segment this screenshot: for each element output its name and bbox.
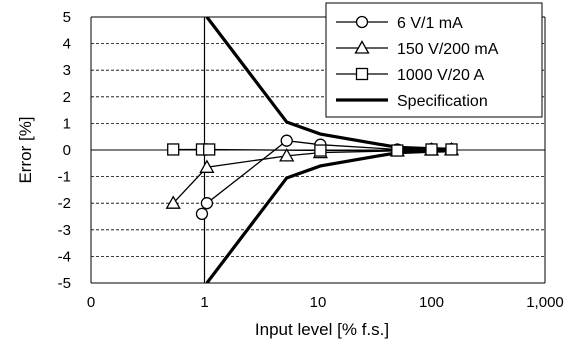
- 6-v-1-ma-point: [200, 197, 214, 210]
- y-tick-label: -3: [58, 222, 71, 239]
- 1000-v-20-a-point: [391, 144, 404, 157]
- 150-v-200-ma-point: [199, 159, 215, 173]
- 6-v-1-ma-point: [195, 207, 209, 220]
- y-tick-labels: -5 -4 -3 -2 -1 0 1 2 3 4 5: [58, 9, 71, 292]
- 1000-v-20-a-point: [203, 143, 216, 156]
- y-tick-label: 3: [63, 62, 71, 79]
- y-tick-label: 1: [63, 115, 71, 132]
- gridlines: [91, 43, 545, 257]
- x-tick-label: 0: [87, 294, 95, 311]
- 150-v-200-ma-point: [165, 195, 181, 209]
- x-tick-labels: 0 1 10 100 1,000: [87, 294, 564, 311]
- legend-6-v-1-ma-label: 6 V/1 mA: [397, 15, 463, 32]
- x-tick-label: 1,000: [526, 294, 564, 311]
- legend-1000-v-20-a-label: 1000 V/20 A: [397, 67, 485, 84]
- 1000-v-20-a-point: [167, 143, 180, 156]
- y-tick-label: -1: [58, 169, 71, 186]
- series-layer: [165, 17, 460, 283]
- legend-6-v-1-ma-marker: [355, 15, 369, 29]
- y-tick-label: 5: [63, 9, 71, 26]
- x-tick-label: 10: [310, 294, 327, 311]
- y-tick-label: -5: [58, 275, 71, 292]
- legend-150-v-200-ma-label: 150 V/200 mA: [397, 41, 499, 58]
- y-axis-title: Error [%]: [16, 116, 35, 183]
- legend-1000-v-20-a-marker: [355, 67, 369, 81]
- y-tick-label: -2: [58, 195, 71, 212]
- specification-lower-line: [205, 149, 452, 283]
- y-tick-label: -4: [58, 248, 71, 265]
- y-tick-label: 2: [63, 89, 71, 106]
- 1000-v-20-a-point: [425, 143, 438, 156]
- x-tick-label: 100: [419, 294, 444, 311]
- legend: 6 V/1 mA 150 V/200 mA 1000 V/20 A Specifica…: [325, 2, 543, 118]
- legend-150-v-200-ma-marker: [354, 40, 370, 54]
- 6-v-1-ma-point: [280, 134, 293, 147]
- 1000-v-20-a-point: [314, 144, 327, 157]
- 150-v-200-ma-point: [279, 148, 295, 162]
- y-tick-label: 4: [63, 36, 71, 53]
- legend-specification-label: Specification: [397, 93, 488, 110]
- y-tick-label: 0: [63, 142, 71, 159]
- x-tick-label: 1: [200, 294, 208, 311]
- 1000-v-20-a-point: [445, 143, 458, 156]
- x-axis-title: Input level [% f.s.]: [255, 320, 389, 339]
